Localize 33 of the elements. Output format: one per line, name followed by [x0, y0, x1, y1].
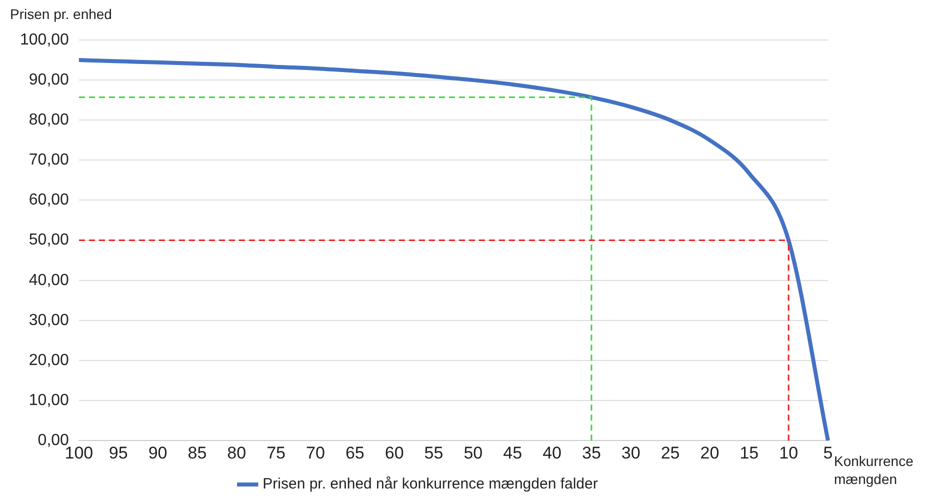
x-tick-label: 25 — [660, 443, 680, 462]
y-tick-label: 70,00 — [28, 152, 70, 169]
x-tick-label: 95 — [108, 443, 128, 462]
legend-label: Prisen pr. enhed når konkurrence mængden falder — [262, 476, 598, 493]
x-tick-label: 80 — [227, 443, 246, 462]
line-series — [76, 58, 830, 441]
x-tick-label: 90 — [148, 443, 168, 462]
x-axis-title: Konkurrence mængden — [834, 452, 914, 488]
y-tick-label: 100,00 — [20, 31, 70, 48]
x-tick-label: 50 — [464, 443, 483, 462]
y-tick-label: 90,00 — [28, 71, 70, 88]
y-tick-label: 40,00 — [28, 272, 70, 289]
x-tick-label: 45 — [503, 443, 522, 462]
y-tick-label: 60,00 — [28, 192, 70, 209]
x-tick-label: 5 — [823, 443, 833, 462]
x-tick-label: 75 — [266, 443, 286, 462]
x-tick-label: 10 — [779, 443, 798, 462]
x-tick-label: 55 — [424, 443, 444, 462]
y-tick-label: 30,00 — [28, 312, 70, 329]
x-tick-label: 30 — [621, 443, 640, 462]
y-tick-label: 80,00 — [28, 112, 70, 129]
x-tick-label: 70 — [306, 443, 325, 462]
x-tick-label: 15 — [740, 443, 759, 462]
y-tick-label: 50,00 — [28, 232, 70, 249]
x-tick-label: 85 — [188, 443, 207, 462]
y-axis-title: Prisen pr. enhed — [10, 6, 112, 22]
x-tick-label: 65 — [345, 443, 364, 462]
y-tick-label: 10,00 — [28, 392, 70, 409]
x-tick-label: 35 — [582, 443, 601, 462]
y-tick-label: 20,00 — [28, 352, 70, 369]
x-tick-label: 40 — [542, 443, 562, 462]
x-tick-label: 60 — [384, 443, 404, 462]
x-tick-label: 20 — [700, 443, 720, 462]
